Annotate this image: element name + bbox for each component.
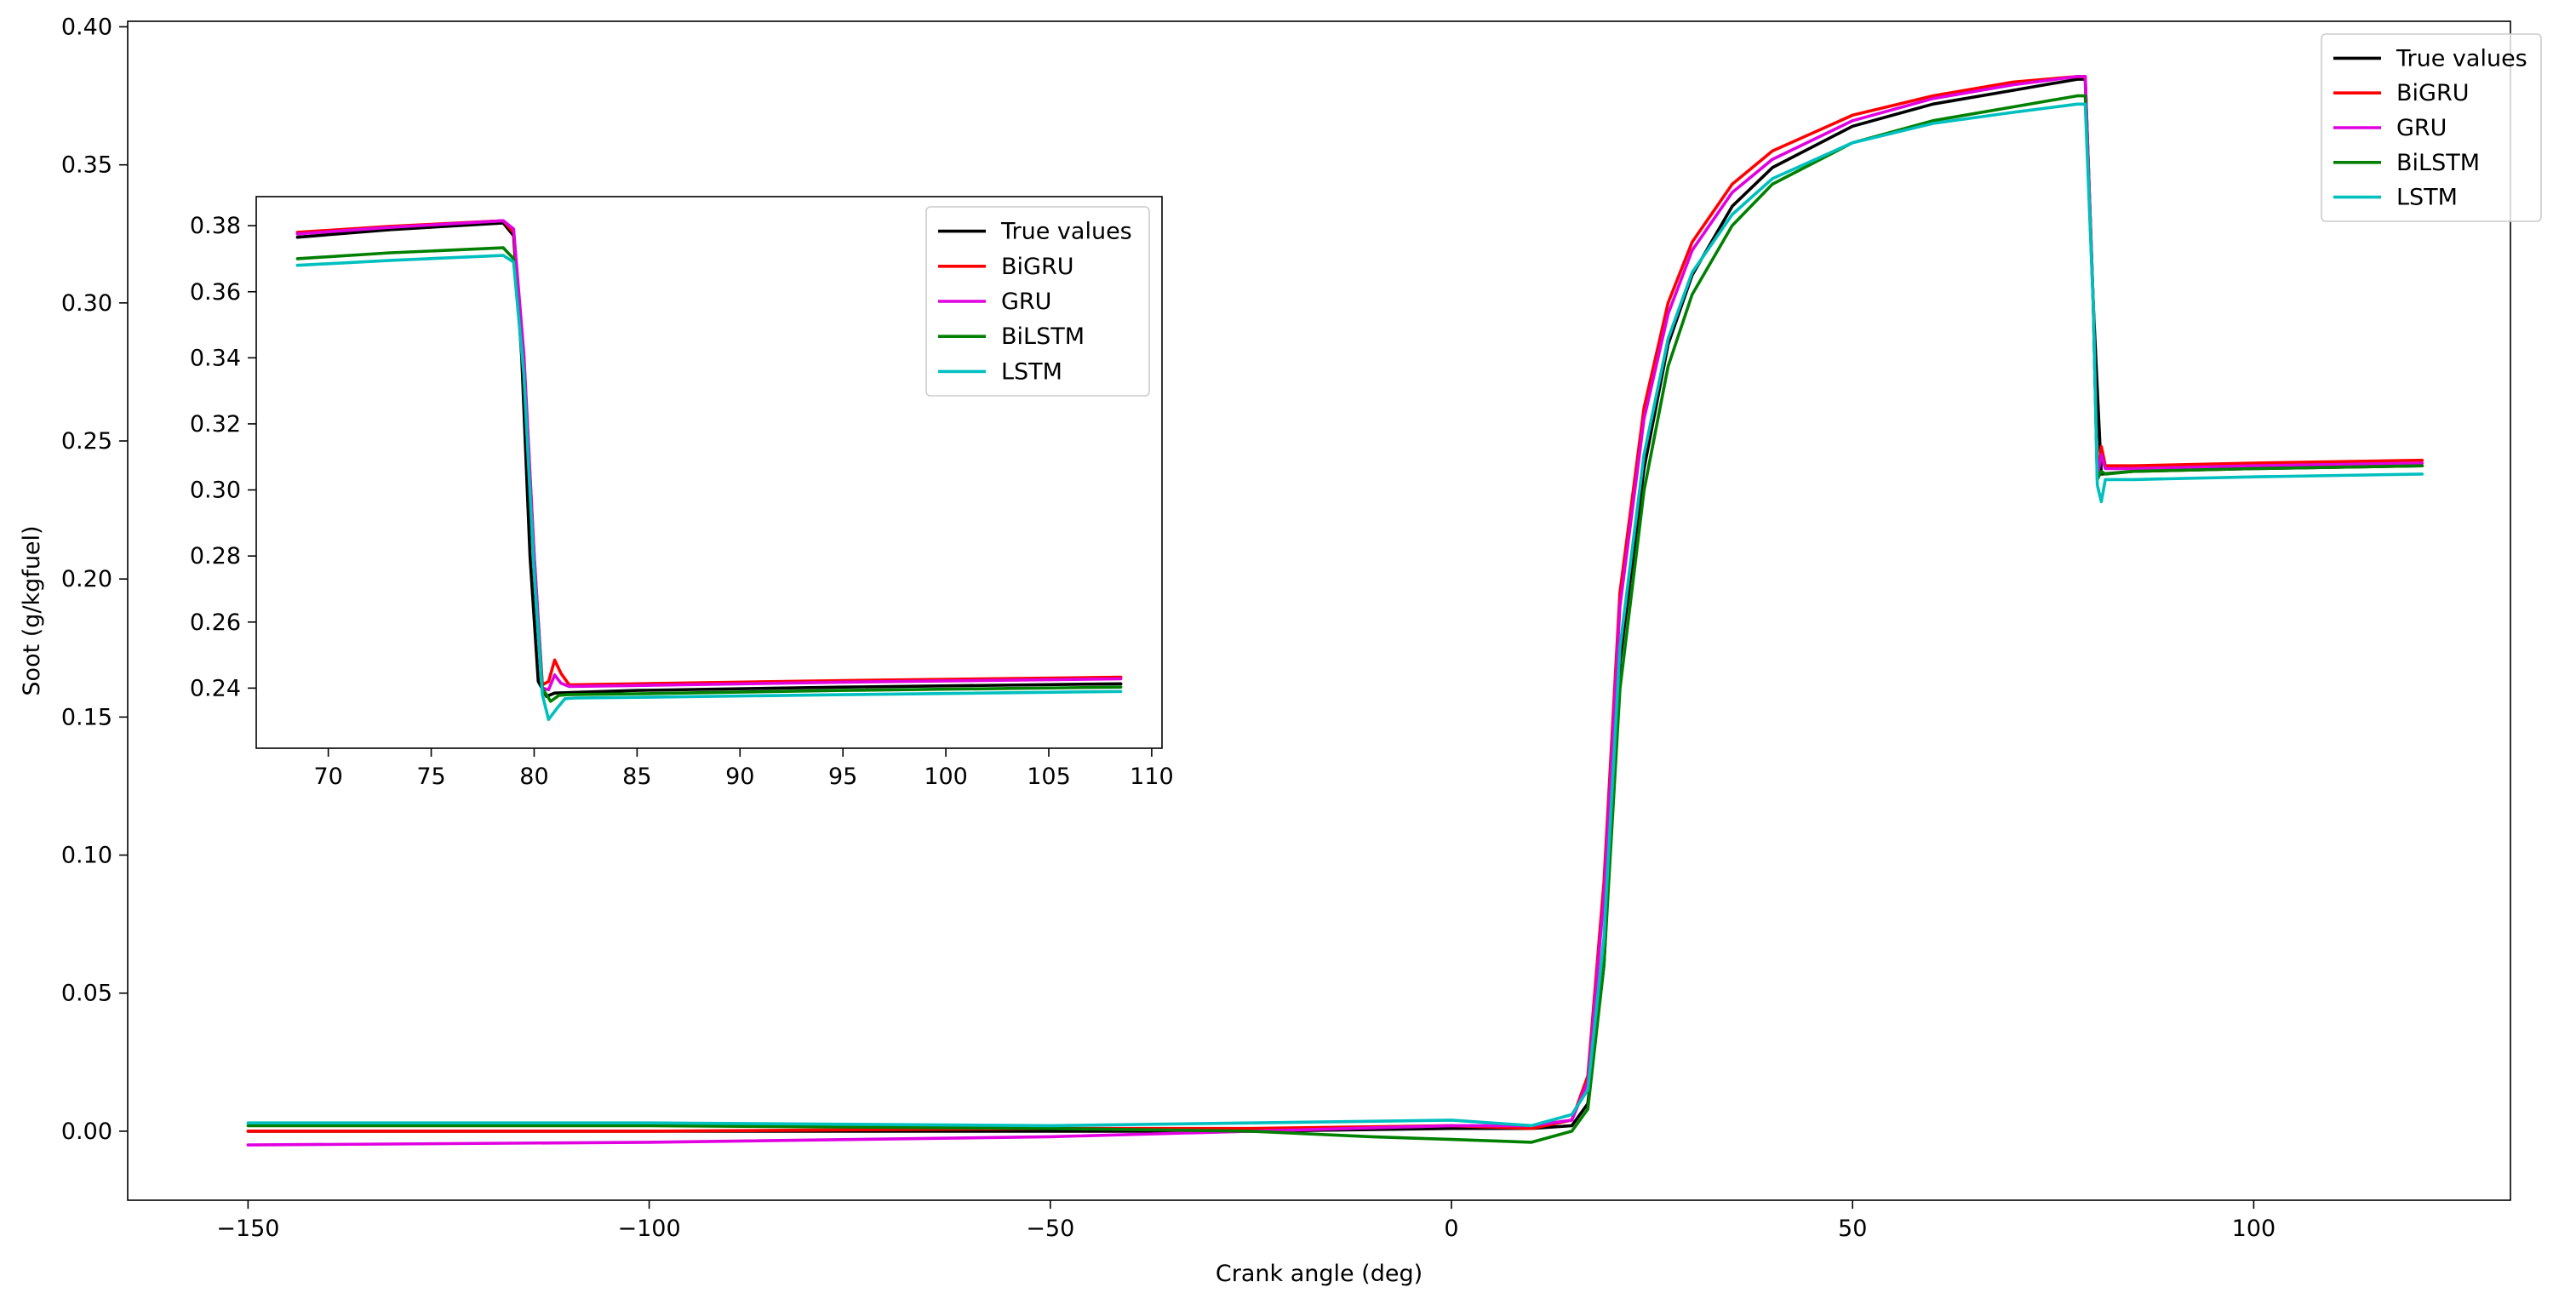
inset-x-tick-label: 90 bbox=[725, 764, 754, 790]
inset-y-tick-label: 0.36 bbox=[190, 279, 241, 306]
inset-legend-box bbox=[925, 206, 1150, 397]
inset-x-tick-label: 100 bbox=[924, 764, 968, 790]
main-y-tick-label: 0.25 bbox=[61, 428, 112, 455]
main-legend-box bbox=[2321, 33, 2542, 222]
inset-legend-label-bigru: BiGRU bbox=[1001, 254, 1073, 280]
main-x-axis-title: Crank angle (deg) bbox=[1216, 1261, 1423, 1287]
inset-y-tick-label: 0.38 bbox=[190, 213, 241, 239]
main-y-tick-label: 0.15 bbox=[61, 704, 112, 730]
main-y-tick-label: 0.00 bbox=[61, 1119, 112, 1145]
inset-y-tick-label: 0.24 bbox=[190, 675, 241, 701]
main-axes-frame bbox=[127, 20, 2511, 1201]
main-y-tick-label: 0.20 bbox=[61, 566, 112, 592]
inset-x-tick-label: 75 bbox=[416, 764, 445, 790]
main-x-tick-label: 0 bbox=[1444, 1216, 1458, 1242]
inset-x-tick-label: 95 bbox=[828, 764, 857, 790]
main-series-line-gru bbox=[246, 75, 2424, 1147]
main-y-tick-label: 0.35 bbox=[61, 152, 112, 179]
main-x-tick-label: 100 bbox=[2232, 1216, 2276, 1242]
main-legend-label-bigru: BiGRU bbox=[2396, 80, 2469, 106]
main-series-line-lstm bbox=[246, 102, 2424, 1128]
inset-x-tick-label: 70 bbox=[313, 764, 342, 790]
main-series-line-bilstm bbox=[246, 94, 2424, 1144]
inset-legend-label-true-values: True values bbox=[1000, 219, 1132, 245]
main-x-tick-label: −150 bbox=[216, 1216, 279, 1242]
inset-series-group bbox=[295, 219, 1123, 721]
inset-x-tick-label: 80 bbox=[519, 764, 548, 790]
main-y-tick-label: 0.10 bbox=[61, 843, 112, 869]
main-y-axis-title: Soot (g/kgfuel) bbox=[19, 525, 45, 695]
main-legend-label-gru: GRU bbox=[2396, 115, 2447, 141]
inset-axes-frame bbox=[255, 196, 1163, 749]
inset-legend-label-bilstm: BiLSTM bbox=[1001, 323, 1085, 350]
main-y-tick-label: 0.30 bbox=[61, 290, 112, 317]
main-legend-label-bilstm: BiLSTM bbox=[2396, 150, 2480, 176]
inset-legend-label-lstm: LSTM bbox=[1001, 358, 1062, 385]
inset-y-tick-label: 0.34 bbox=[190, 345, 241, 371]
main-legend-label-true-values: True values bbox=[2396, 45, 2527, 72]
inset-series-line-lstm bbox=[295, 254, 1123, 721]
inset-series-line-true-values bbox=[295, 221, 1123, 698]
inset-x-tick-label: 85 bbox=[622, 764, 651, 790]
main-series-group bbox=[246, 75, 2424, 1147]
main-legend: True values BiGRU GRU BiLSTM LSTM bbox=[2321, 33, 2542, 222]
inset-x-tick-label: 105 bbox=[1027, 764, 1071, 790]
inset-legend: True values BiGRU GRU BiLSTM LSTM bbox=[925, 206, 1150, 397]
inset-x-tick-label: 110 bbox=[1130, 764, 1174, 790]
main-y-tick-label: 0.05 bbox=[61, 981, 112, 1007]
inset-legend-label-gru: GRU bbox=[1001, 289, 1051, 315]
inset-series-line-gru bbox=[295, 219, 1123, 692]
inset-y-tick-label: 0.32 bbox=[190, 411, 241, 438]
inset-plot: 70 75 80 85 90 95 100 105 110 0.24 0.26 0.28 0.30 0.3… bbox=[190, 196, 1174, 790]
inset-y-tick-label: 0.28 bbox=[190, 543, 241, 569]
inset-y-tick-label: 0.30 bbox=[190, 478, 241, 504]
main-y-tick-label: 0.40 bbox=[61, 14, 112, 40]
main-x-tick-label: −100 bbox=[617, 1216, 680, 1242]
main-legend-label-lstm: LSTM bbox=[2396, 185, 2458, 211]
main-x-tick-label: −50 bbox=[1026, 1216, 1074, 1242]
main-x-tick-label: 50 bbox=[1838, 1216, 1867, 1242]
inset-y-tick-label: 0.26 bbox=[190, 609, 241, 636]
